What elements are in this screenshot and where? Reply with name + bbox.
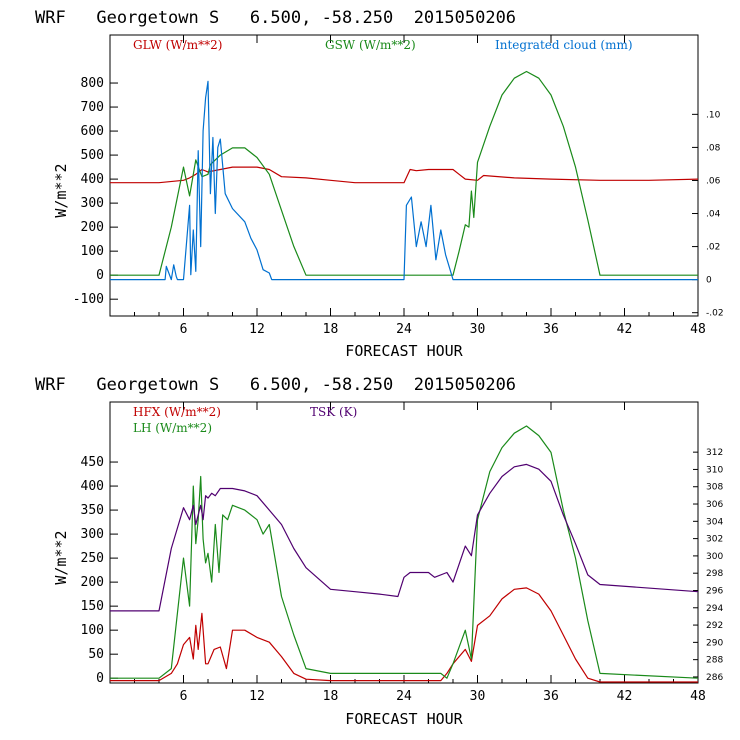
y2-tick-label: .10 [706,110,721,120]
panel-radiation: WRF Georgetown S 6.500, -58.250 20150502… [35,8,724,360]
y2-tick-label: 290 [706,638,723,648]
y-tick-label: 400 [81,479,104,494]
x-tick-label: 6 [180,322,188,337]
series-line-2 [110,80,698,281]
x-tick-label: 30 [470,689,486,704]
y-tick-label: 800 [81,76,104,91]
x-axis-label: FORECAST HOUR [345,342,463,360]
y2-tick-label: .08 [706,143,721,153]
y-tick-label: 200 [81,575,104,590]
x-axis-label: FORECAST HOUR [345,710,463,728]
y2-tick-label: .04 [706,210,721,220]
y2-tick-label: 308 [706,483,723,493]
y-tick-label: 450 [81,455,104,470]
y2-tick-label: 312 [706,448,723,458]
x-tick-label: 36 [543,689,559,704]
x-tick-label: 6 [180,689,188,704]
y2-tick-label: 0 [706,276,712,286]
x-tick-label: 18 [323,689,339,704]
y2-tick-label: 302 [706,535,723,545]
y2-tick-label: 310 [706,465,723,475]
x-tick-label: 36 [543,322,559,337]
x-tick-label: 12 [249,322,265,337]
y-tick-label: 600 [81,124,104,139]
legend-entry: LH (W/m**2) [133,421,212,435]
x-tick-label: 24 [396,689,412,704]
y-tick-label: 50 [88,647,104,662]
legend-entry: GLW (W/m**2) [133,38,222,52]
x-tick-label: 42 [617,322,633,337]
x-tick-label: 18 [323,322,339,337]
chart-title: WRF Georgetown S 6.500, -58.250 20150502… [35,375,516,395]
panel-surface-fluxes: WRF Georgetown S 6.500, -58.250 20150502… [35,375,723,728]
x-tick-label: 12 [249,689,265,704]
y-axis-label: W/m**2 [52,163,70,217]
plot-frame [109,401,699,684]
y-tick-label: 200 [81,220,104,235]
y2-tick-label: 288 [706,656,723,666]
y2-tick-label: 286 [706,673,723,683]
y2-tick-label: -.02 [706,309,724,319]
series-line-1 [110,425,699,679]
x-tick-label: 24 [396,322,412,337]
y-tick-label: -100 [73,292,104,307]
y2-tick-label: 298 [706,569,723,579]
y2-tick-label: 292 [706,621,723,631]
y-tick-label: 350 [81,503,104,518]
series-line-0 [110,587,698,683]
y-tick-label: 300 [81,527,104,542]
y-tick-label: 250 [81,551,104,566]
y-tick-label: 300 [81,196,104,211]
y2-tick-label: 304 [706,517,723,527]
y-tick-label: 0 [96,268,104,283]
y-tick-label: 100 [81,623,104,638]
y2-tick-label: .06 [706,176,721,186]
y-tick-label: 500 [81,148,104,163]
legend-entry: Integrated cloud (mm) [495,38,633,52]
series-line-1 [110,70,698,276]
y-tick-label: 100 [81,244,104,259]
series-line-0 [110,166,699,184]
y2-tick-label: 296 [706,586,723,596]
y2-tick-label: 300 [706,552,723,562]
y-axis-label: W/m**2 [52,530,70,584]
y2-tick-label: 306 [706,500,723,510]
x-tick-label: 48 [690,689,706,704]
x-tick-label: 42 [617,689,633,704]
y2-tick-label: .02 [706,243,720,253]
y-tick-label: 150 [81,599,104,614]
y-tick-label: 400 [81,172,104,187]
x-tick-label: 48 [690,322,706,337]
legend-entry: HFX (W/m**2) [133,405,221,419]
x-tick-label: 30 [470,322,486,337]
chart-title: WRF Georgetown S 6.500, -58.250 20150502… [35,8,516,28]
y-tick-label: 700 [81,100,104,115]
legend-entry: GSW (W/m**2) [325,38,416,52]
series-line-2 [110,463,699,612]
y2-tick-label: 294 [706,604,723,614]
y-tick-label: 0 [96,671,104,686]
legend-entry: TSK (K) [310,405,357,419]
